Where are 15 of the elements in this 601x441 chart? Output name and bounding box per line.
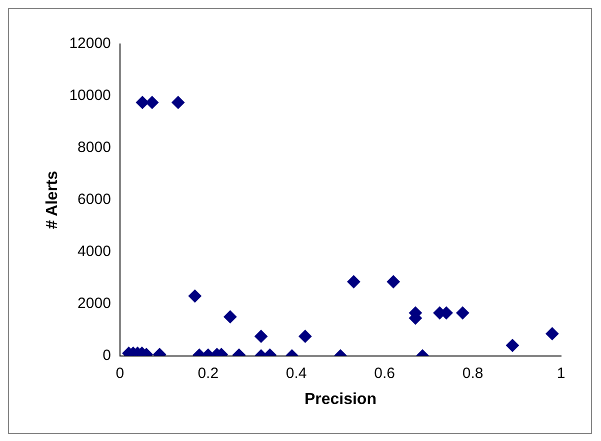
y-tick-label: 8000 bbox=[78, 139, 111, 156]
x-axis-title: Precision bbox=[304, 390, 376, 408]
y-axis-title: # Alerts bbox=[44, 170, 62, 229]
y-tick-label: 10000 bbox=[69, 87, 111, 104]
y-tick-label: 4000 bbox=[78, 243, 111, 260]
x-tick-label: 0.8 bbox=[462, 364, 484, 382]
y-tick-label: 6000 bbox=[78, 191, 111, 208]
x-tick-label: 1 bbox=[556, 364, 566, 382]
y-tick-label: 12000 bbox=[69, 35, 111, 52]
x-tick-label: 0.2 bbox=[198, 364, 219, 382]
x-tick-label: 0.4 bbox=[286, 364, 307, 382]
x-tick-label: 0 bbox=[116, 364, 124, 382]
y-tick-label: 2000 bbox=[78, 294, 111, 312]
y-tick-label: 0 bbox=[102, 346, 111, 364]
x-tick-label: 0.6 bbox=[374, 364, 395, 382]
